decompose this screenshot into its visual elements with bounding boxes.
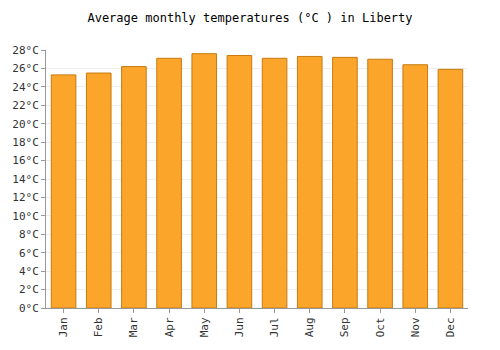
- svg-text:4°C: 4°C: [19, 265, 39, 278]
- svg-text:22°C: 22°C: [12, 99, 39, 112]
- svg-text:Jul: Jul: [268, 317, 281, 337]
- svg-text:Mar: Mar: [127, 317, 140, 337]
- svg-text:Jun: Jun: [233, 317, 246, 337]
- svg-text:12°C: 12°C: [12, 191, 39, 204]
- svg-text:Aug: Aug: [303, 317, 316, 337]
- svg-text:Oct: Oct: [374, 317, 387, 337]
- svg-text:16°C: 16°C: [12, 154, 39, 167]
- svg-text:Feb: Feb: [92, 317, 105, 337]
- svg-text:Sep: Sep: [338, 317, 351, 337]
- svg-text:2°C: 2°C: [19, 283, 39, 296]
- svg-text:24°C: 24°C: [12, 81, 39, 94]
- svg-text:28°C: 28°C: [12, 44, 39, 57]
- svg-text:18°C: 18°C: [12, 136, 39, 149]
- svg-text:Nov: Nov: [409, 317, 422, 337]
- svg-text:14°C: 14°C: [12, 173, 39, 186]
- svg-text:Jan: Jan: [57, 317, 70, 337]
- svg-text:20°C: 20°C: [12, 118, 39, 131]
- svg-text:10°C: 10°C: [12, 210, 39, 223]
- svg-text:Apr: Apr: [163, 317, 176, 337]
- svg-text:Dec: Dec: [444, 317, 457, 337]
- svg-text:26°C: 26°C: [12, 62, 39, 75]
- svg-text:6°C: 6°C: [19, 247, 39, 260]
- svg-text:0°C: 0°C: [19, 302, 39, 315]
- svg-text:May: May: [198, 317, 211, 337]
- svg-text:Average monthly temperatures (: Average monthly temperatures (°C ) in Li…: [87, 11, 412, 25]
- svg-text:8°C: 8°C: [19, 228, 39, 241]
